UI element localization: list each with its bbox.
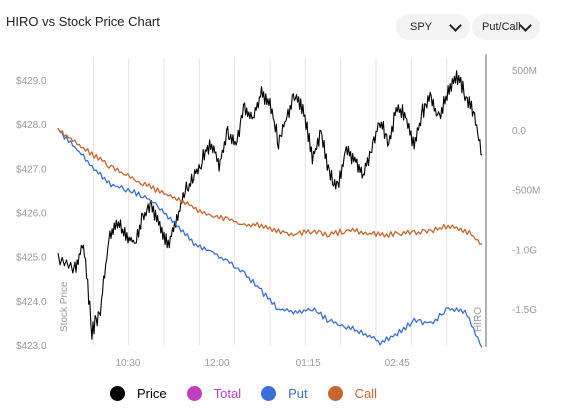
series-line-put [57, 127, 483, 348]
symbol-select[interactable]: SPY [396, 14, 470, 40]
y-left-tick-label: $428.0 [16, 120, 47, 131]
legend-item-price[interactable]: Price [110, 386, 167, 401]
mode-select-value: Put/Call [482, 21, 521, 33]
mode-select[interactable]: Put/Call [472, 14, 540, 40]
y-left-tick-label: $429.0 [16, 76, 47, 87]
symbol-select-value: SPY [410, 21, 433, 33]
series-line-price [57, 70, 483, 340]
y-right-tick-label: -500M [512, 186, 540, 197]
y-right-tick-label: 500M [512, 66, 537, 77]
y-left-tick-label: $423.0 [16, 341, 47, 352]
legend-dot [110, 386, 125, 401]
x-tick-label: 02:45 [385, 358, 410, 369]
y-left-tick-label: $426.0 [16, 209, 47, 220]
y-right-axis-label: HIRO [473, 307, 484, 332]
y-left-axis-label: Stock Price [59, 281, 70, 332]
chart-title: HIRO vs Stock Price Chart [6, 14, 160, 29]
legend-item-put[interactable]: Put [261, 386, 308, 401]
y-left-tick-label: $424.0 [16, 297, 47, 308]
x-tick-label: 12:00 [204, 358, 229, 369]
legend-label: Total [213, 386, 242, 401]
x-tick-label: 10:30 [115, 358, 140, 369]
legend-dot [186, 386, 202, 401]
y-left-tick-label: $425.0 [16, 253, 47, 264]
legend-item-total[interactable]: Total [186, 386, 242, 401]
chart-legend: Price Total Put Call [110, 386, 397, 401]
y-right-tick-label: -1.5G [512, 305, 537, 316]
legend-label: Put [288, 386, 308, 401]
y-right-tick-label: -1.0G [512, 245, 537, 256]
legend-dot [261, 386, 277, 401]
chart-area: $429.0 $428.0 $427.0 $426.0 $425.0 $424.0 $423… [16, 54, 540, 369]
legend-dot [327, 386, 343, 401]
y-right-tick-label: 0.0 [512, 126, 526, 137]
legend-label: Price [137, 386, 167, 401]
series-line-call [57, 128, 483, 245]
y-left-tick-label: $427.0 [16, 164, 47, 175]
legend-label: Call [354, 386, 378, 401]
legend-item-call[interactable]: Call [327, 386, 378, 401]
x-tick-label: 01:15 [296, 358, 321, 369]
